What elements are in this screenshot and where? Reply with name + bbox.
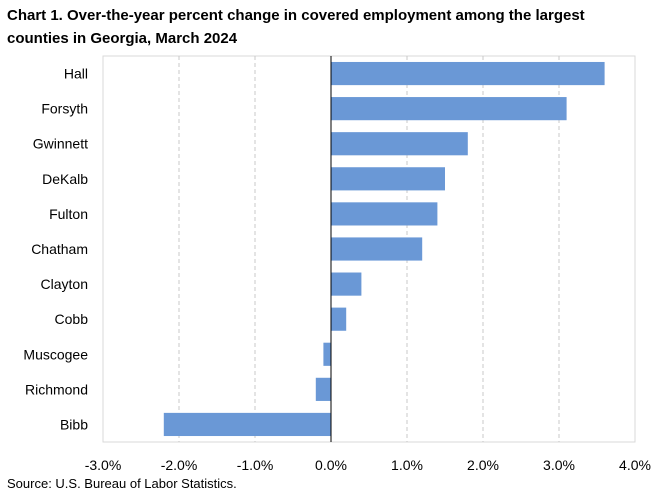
category-label-dekalb: DeKalb bbox=[42, 171, 88, 187]
x-tick-label: -3.0% bbox=[85, 457, 122, 473]
category-label-bibb: Bibb bbox=[60, 416, 88, 432]
category-label-richmond: Richmond bbox=[25, 381, 88, 397]
plot-area bbox=[102, 55, 636, 443]
category-label-muscogee: Muscogee bbox=[23, 346, 88, 362]
category-label-cobb: Cobb bbox=[55, 311, 89, 327]
bar-hall bbox=[331, 61, 605, 86]
chart-title-line-2: counties in Georgia, March 2024 bbox=[7, 30, 238, 47]
category-label-forsyth: Forsyth bbox=[41, 101, 88, 117]
category-label-hall: Hall bbox=[64, 66, 88, 82]
x-tick-label: 2.0% bbox=[467, 457, 499, 473]
x-tick-label: 0.0% bbox=[315, 457, 347, 473]
category-label-chatham: Chatham bbox=[31, 241, 88, 257]
category-label-clayton: Clayton bbox=[41, 276, 88, 292]
x-tick-label: 4.0% bbox=[619, 457, 651, 473]
bar-richmond bbox=[315, 377, 331, 401]
category-label-gwinnett: Gwinnett bbox=[33, 136, 88, 152]
bars bbox=[163, 61, 605, 437]
source-note: Source: U.S. Bureau of Labor Statistics. bbox=[7, 476, 237, 491]
chart-title-line-1: Chart 1. Over-the-year percent change in… bbox=[7, 7, 585, 24]
bar-gwinnett bbox=[331, 132, 468, 156]
bar-muscogee bbox=[323, 342, 331, 366]
x-tick-label: 3.0% bbox=[543, 457, 575, 473]
tick-labels: -3.0% -2.0% -1.0% 0.0% 1.0% 2.0% 3.0% 4.0% bbox=[85, 457, 651, 473]
category-label-fulton: Fulton bbox=[49, 206, 88, 222]
bar-cobb bbox=[331, 307, 347, 331]
bar-bibb bbox=[163, 412, 331, 437]
x-tick-label: 1.0% bbox=[391, 457, 423, 473]
bar-forsyth bbox=[331, 97, 567, 121]
x-tick-label: -1.0% bbox=[237, 457, 274, 473]
bar-chatham bbox=[331, 237, 423, 261]
category-labels: Hall Forsyth Gwinnett DeKalb Fulton Chatham Cl… bbox=[23, 66, 88, 433]
bar-fulton bbox=[331, 202, 438, 226]
bar-clayton bbox=[331, 272, 362, 296]
bar-dekalb bbox=[331, 167, 445, 191]
x-tick-label: -2.0% bbox=[161, 457, 198, 473]
